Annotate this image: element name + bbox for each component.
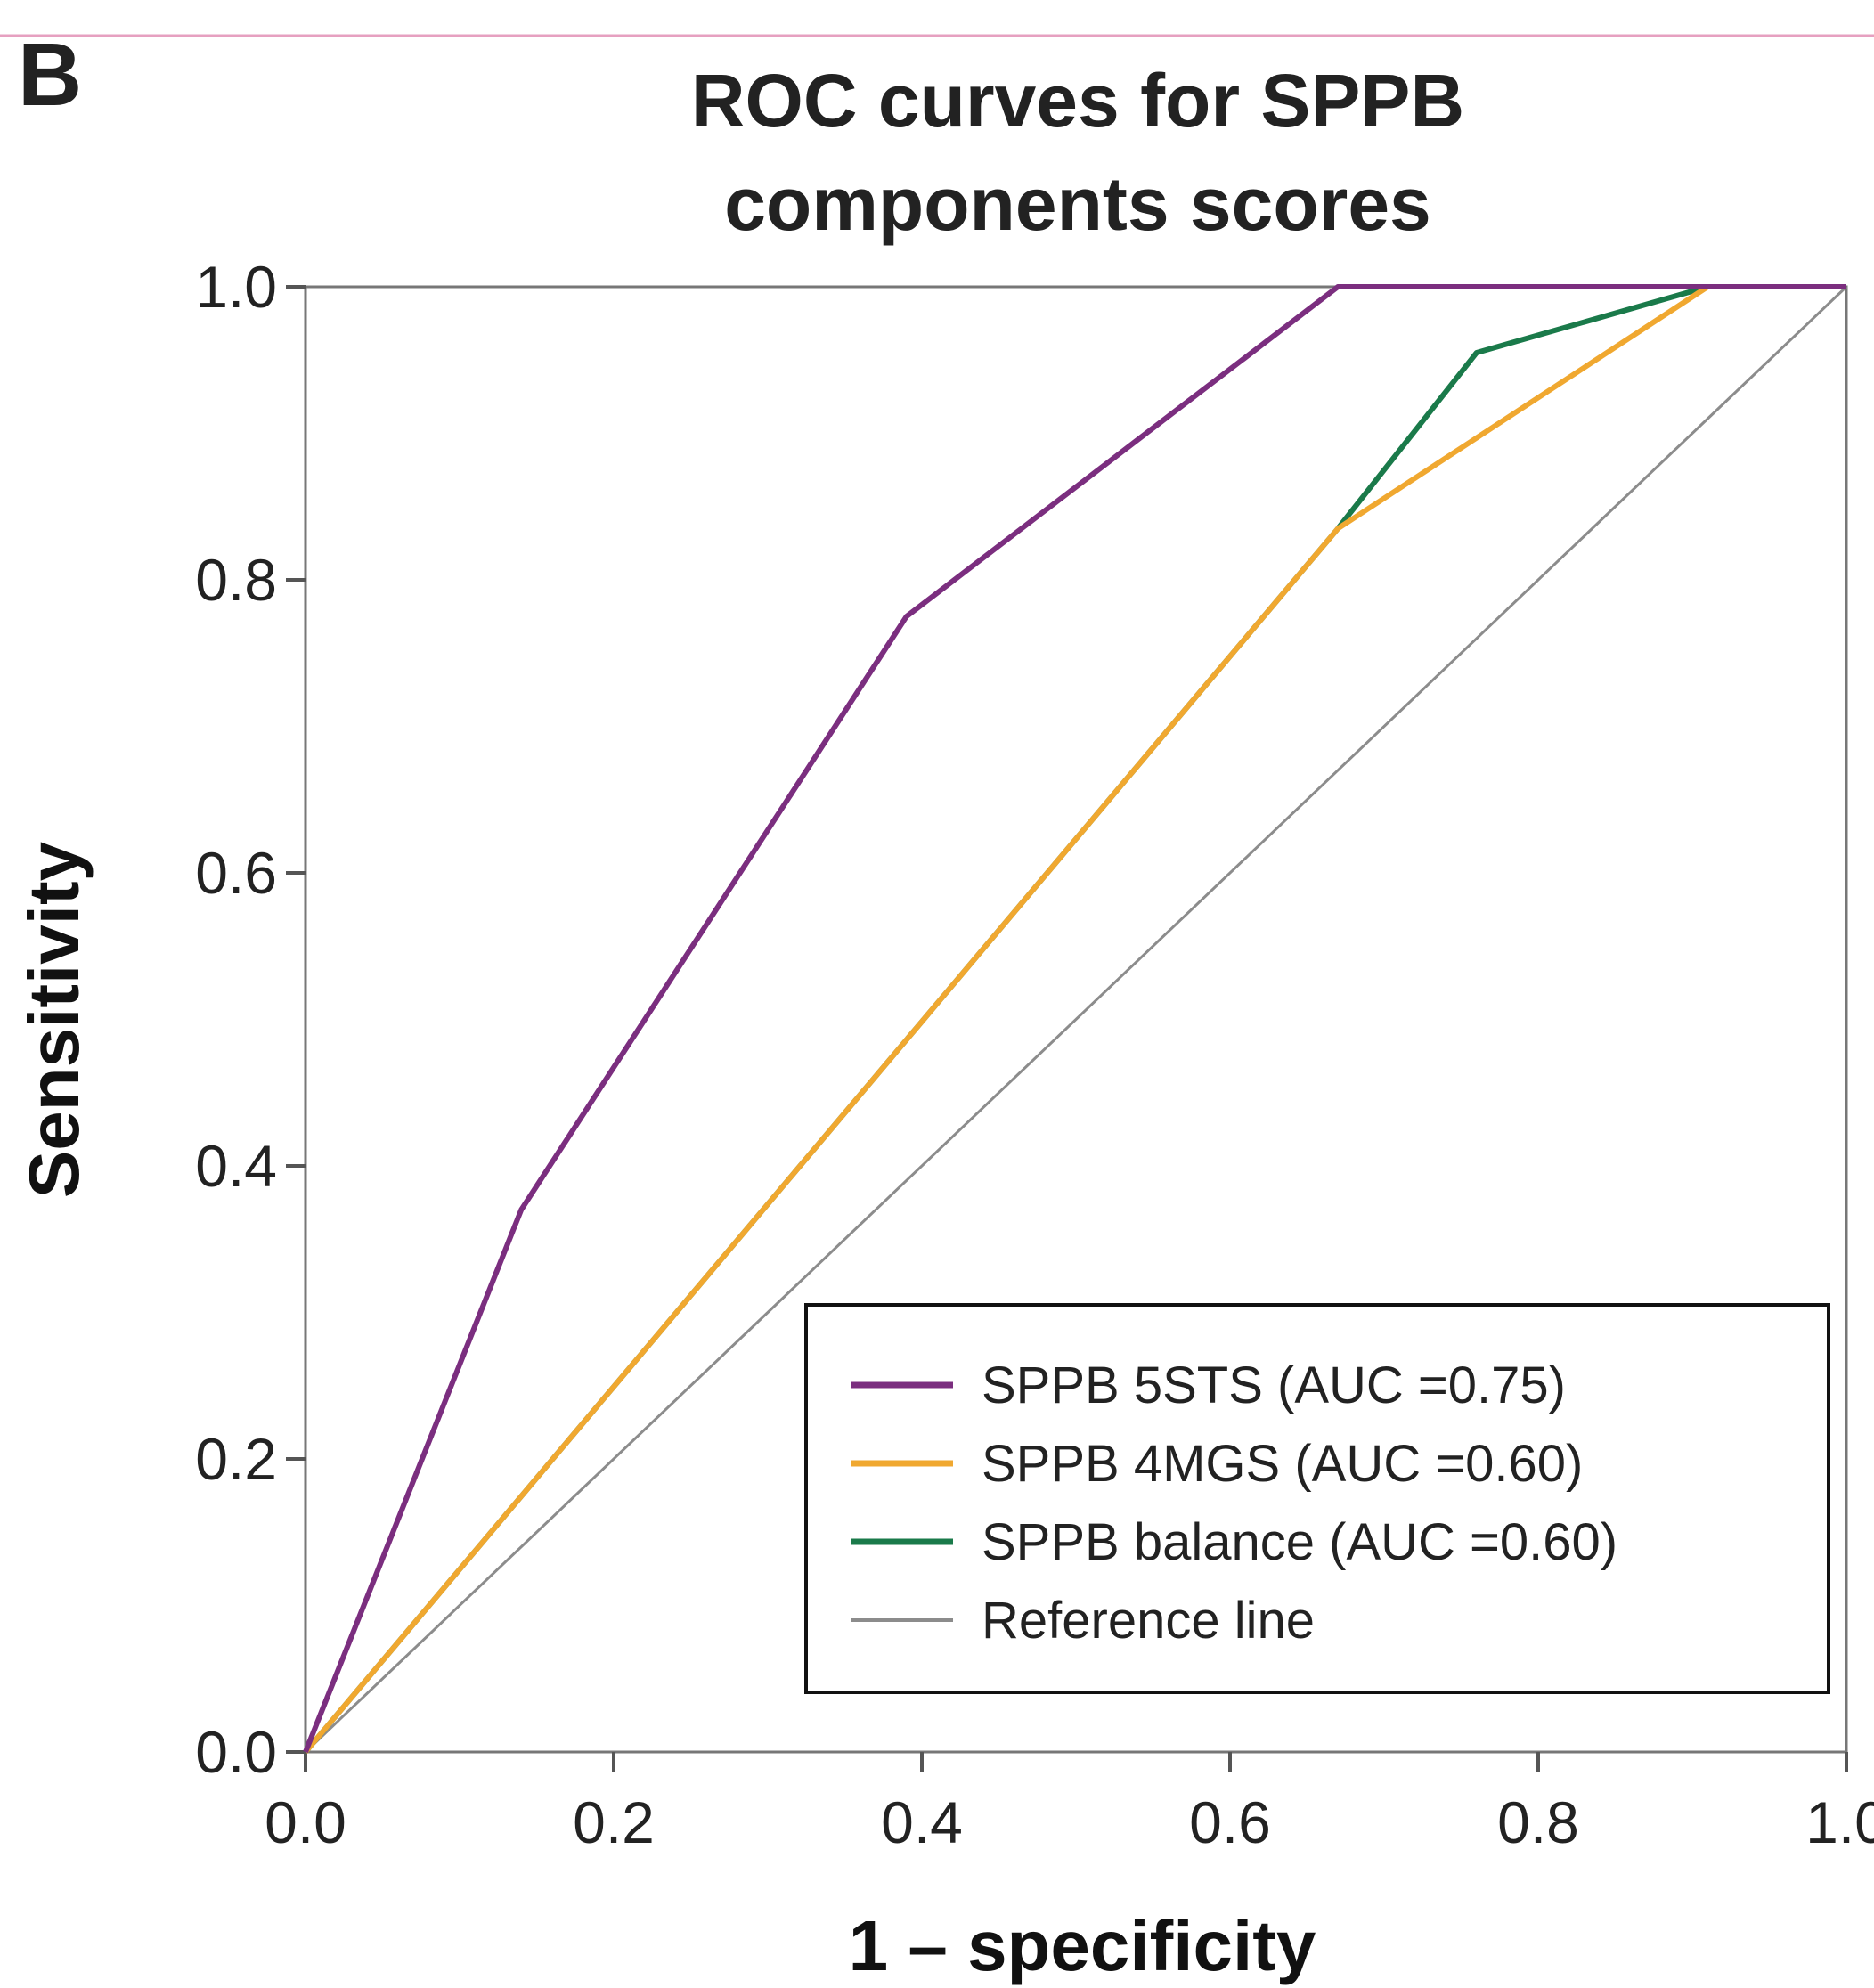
series-line-0 — [303, 284, 1846, 1754]
legend-entry-3: Reference line — [982, 1592, 1315, 1650]
chart-title-line-2: components scores — [724, 162, 1431, 246]
x-tick-label: 0.4 — [881, 1789, 963, 1855]
y-tick-label: 0.8 — [195, 547, 277, 613]
legend-entry-2: SPPB balance (AUC =0.60) — [982, 1513, 1617, 1571]
series-line-3 — [304, 285, 1848, 1754]
x-axis-ticks: 0.0 0.2 0.4 0.6 0.8 1.0 — [265, 1752, 1874, 1855]
y-axis-label: Sensitivity — [14, 841, 94, 1198]
plot-frame — [304, 285, 1848, 1754]
panel-label: B — [18, 25, 82, 125]
x-axis-label: 1 – specificity — [849, 1906, 1316, 1985]
series-lines — [303, 284, 1848, 1754]
x-tick-label: 0.8 — [1497, 1789, 1579, 1855]
legend-entry-1: SPPB 4MGS (AUC =0.60) — [982, 1435, 1583, 1493]
x-tick-label: 0.0 — [265, 1789, 346, 1855]
y-tick-label: 0.4 — [195, 1133, 277, 1199]
legend: SPPB 5STS (AUC =0.75) SPPB 4MGS (AUC =0.6… — [804, 1303, 1830, 1694]
legend-box — [804, 1303, 1830, 1694]
legend-entry-0: SPPB 5STS (AUC =0.75) — [982, 1357, 1566, 1414]
y-tick-label: 1.0 — [195, 254, 277, 320]
x-tick-label: 0.2 — [573, 1789, 655, 1855]
y-tick-label: 0.0 — [195, 1719, 277, 1785]
y-tick-label: 0.6 — [195, 840, 277, 906]
x-tick-label: 1.0 — [1805, 1789, 1874, 1855]
x-tick-label: 0.6 — [1189, 1789, 1271, 1855]
y-tick-label: 0.2 — [195, 1426, 277, 1492]
chart-title-line-1: ROC curves for SPPB — [691, 59, 1464, 143]
y-axis-ticks: 0.0 0.2 0.4 0.6 0.8 1.0 — [195, 254, 306, 1785]
